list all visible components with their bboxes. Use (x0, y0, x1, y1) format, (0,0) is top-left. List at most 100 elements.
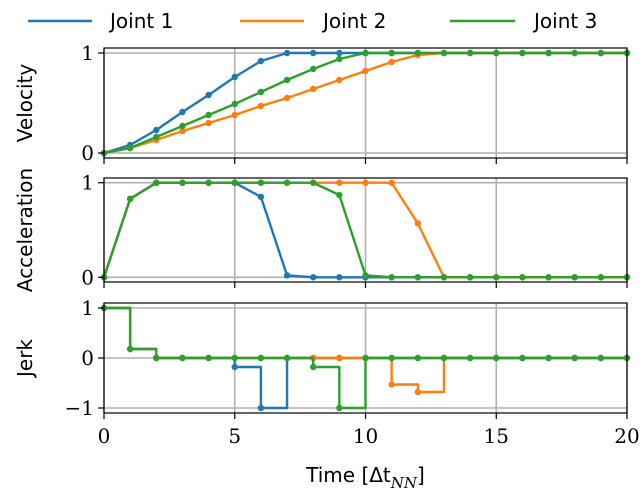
data-point (597, 274, 605, 281)
data-point (388, 49, 395, 57)
data-point (440, 274, 448, 281)
data-point (571, 274, 578, 281)
data-point (414, 49, 421, 57)
data-point (519, 49, 526, 57)
data-point (571, 49, 578, 57)
data-point (571, 354, 578, 362)
data-point (153, 126, 160, 134)
series-joint-3 (100, 49, 631, 157)
data-point (126, 195, 134, 202)
data-point (179, 179, 186, 186)
x-tick-label: 20 (614, 424, 639, 448)
data-point (493, 49, 500, 57)
data-point (126, 144, 134, 152)
data-point (257, 404, 265, 412)
data-point (388, 58, 395, 66)
legend-entry: Joint 3 (450, 9, 597, 33)
panel-velocity: 0 1 Velocity (13, 41, 631, 165)
y-tick-label: 0 (81, 265, 94, 289)
data-point (388, 274, 395, 281)
data-point (597, 49, 605, 57)
data-point (231, 111, 238, 119)
data-point (336, 55, 343, 63)
data-point (257, 57, 265, 65)
x-tick-label: 15 (484, 424, 509, 448)
data-point (257, 179, 265, 186)
data-point (310, 363, 317, 371)
x-axis-title: Time [ΔtNN] (305, 463, 425, 492)
data-point (257, 193, 265, 201)
x-tick-label: 10 (353, 424, 378, 448)
legend-label: Joint 3 (532, 9, 597, 33)
data-point (466, 274, 474, 281)
data-point (336, 354, 343, 362)
data-point (310, 65, 317, 73)
data-point (310, 85, 317, 93)
data-point (310, 274, 317, 281)
series-joint-3 (100, 179, 631, 281)
data-point (231, 363, 238, 371)
data-point (336, 76, 343, 84)
data-point (493, 354, 500, 362)
data-point (153, 133, 160, 141)
data-point (336, 404, 343, 412)
series-line (104, 306, 627, 410)
y-tick-label: 0 (81, 346, 94, 370)
y-axis-title: Acceleration (13, 168, 37, 292)
data-point (414, 388, 421, 396)
data-point (205, 111, 212, 119)
y-tick-label: 0 (81, 141, 94, 165)
data-point (388, 354, 395, 362)
data-point (388, 179, 395, 186)
legend: Joint 1 Joint 2 Joint 3 (28, 9, 597, 33)
data-point (283, 49, 291, 57)
data-point (362, 49, 369, 57)
y-tick-label: −1 (65, 396, 94, 420)
x-tick-label: 5 (228, 424, 241, 448)
x-axis-title-subscript: NN (390, 474, 418, 492)
data-point (126, 345, 134, 353)
data-point (362, 354, 369, 362)
data-point (440, 49, 448, 57)
y-tick-label: 1 (81, 296, 94, 320)
data-point (388, 381, 395, 388)
data-point (310, 179, 317, 186)
legend-label: Joint 2 (321, 9, 386, 33)
data-point (205, 354, 212, 362)
data-point (414, 354, 421, 362)
data-point (179, 127, 186, 135)
data-point (205, 119, 212, 127)
data-point (545, 354, 552, 362)
data-point (336, 191, 343, 199)
data-point (545, 49, 552, 57)
data-point (597, 354, 605, 362)
data-point (336, 179, 343, 186)
data-point (283, 354, 291, 362)
data-point (414, 274, 421, 281)
data-point (545, 274, 552, 281)
data-point (257, 88, 265, 96)
data-point (231, 73, 238, 81)
data-point (414, 220, 421, 227)
data-point (179, 354, 186, 362)
data-point (336, 274, 343, 281)
data-point (179, 108, 186, 116)
data-point (205, 91, 212, 99)
data-point (362, 179, 369, 186)
y-tick-label: 1 (81, 41, 94, 65)
data-point (283, 76, 291, 84)
data-point (362, 67, 369, 75)
panel-acceleration: 0 1 Acceleration (13, 168, 631, 292)
data-point (231, 354, 238, 362)
data-point (283, 179, 291, 186)
data-point (231, 100, 238, 108)
y-axis-title: Jerk (13, 339, 37, 379)
data-point (231, 179, 238, 186)
y-axis-title: Velocity (13, 64, 37, 143)
x-axis-title-main: Time [Δt (305, 463, 391, 487)
data-point (336, 49, 343, 57)
y-tick-label: 1 (81, 171, 94, 195)
